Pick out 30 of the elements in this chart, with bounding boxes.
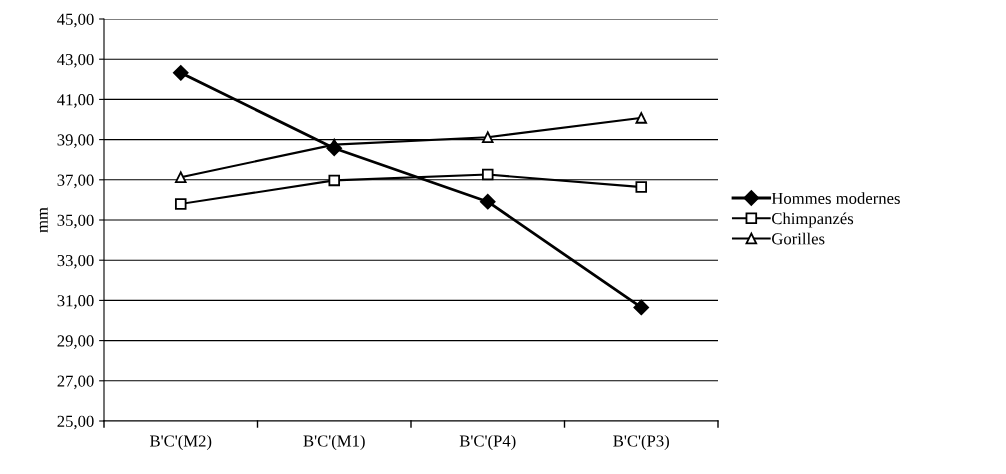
point (328, 174, 341, 187)
point (635, 112, 648, 124)
y-tick-label: 45,00 (57, 13, 94, 28)
y-tick-label: 41,00 (57, 94, 94, 108)
legend-label: Chimpanzés (772, 212, 854, 228)
y-tick-label: 25,00 (57, 415, 94, 430)
point (635, 181, 648, 193)
point (174, 198, 187, 210)
y-tick-label: 29,00 (57, 335, 94, 349)
legend-label: Gorilles (772, 232, 825, 245)
x-tick-label: B'C'(M1) (303, 434, 365, 450)
y-tick-label: 27,00 (57, 375, 94, 390)
y-tick-label: 39,00 (57, 134, 94, 148)
x-tick-label: B'C'(M2) (149, 434, 212, 450)
point (481, 131, 494, 143)
y-axis-title: mm (39, 207, 48, 233)
y-tick-label: 43,00 (57, 53, 94, 68)
point (479, 193, 496, 210)
x-tick-label: B'C'(P4) (459, 434, 516, 450)
point (481, 168, 494, 181)
legend-label: Hommes modernes (771, 192, 900, 205)
y-tick-label: 33,00 (57, 254, 94, 269)
x-tick-label: B'C'(P3) (613, 434, 669, 450)
point (326, 140, 343, 157)
point (174, 171, 187, 183)
y-tick-label: 31,00 (57, 295, 94, 309)
y-tick-label: 37,00 (57, 174, 94, 189)
point (633, 299, 650, 316)
point (172, 65, 189, 81)
y-tick-label: 35,00 (57, 214, 94, 229)
